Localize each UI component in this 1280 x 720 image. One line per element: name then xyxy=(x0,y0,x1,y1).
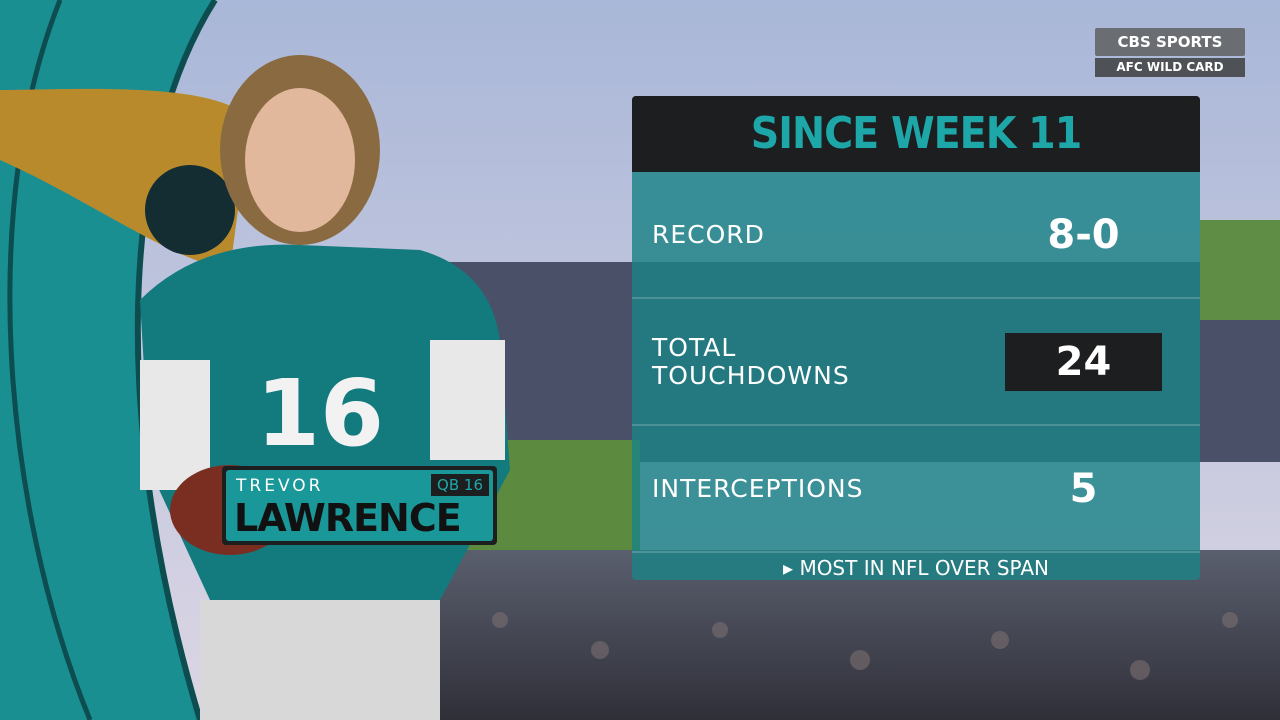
name-plate: TREVOR LAWRENCE QB 16 xyxy=(222,466,497,545)
network-bug: CBS SPORTS AFC WILD CARD xyxy=(1095,28,1245,77)
position-number: QB 16 xyxy=(431,474,489,496)
name-plate-fill: TREVOR LAWRENCE QB 16 xyxy=(226,470,493,541)
first-name: TREVOR xyxy=(236,476,324,496)
stat-label: INTERCEPTIONS xyxy=(652,473,864,503)
stat-label-line: INTERCEPTIONS xyxy=(652,473,864,503)
stat-label: TOTAL TOUCHDOWNS xyxy=(652,332,850,390)
stat-value: 5 xyxy=(1069,465,1098,512)
stat-value: 8-0 xyxy=(1047,211,1120,258)
footnote: ▸ MOST IN NFL OVER SPAN xyxy=(783,556,1049,580)
stat-label-line: TOTAL xyxy=(652,332,737,362)
event-name: AFC WILD CARD xyxy=(1095,58,1245,77)
jersey-number: 16 xyxy=(255,360,385,467)
footnote-text: MOST IN NFL OVER SPAN xyxy=(799,556,1049,580)
network-logo: CBS SPORTS xyxy=(1095,28,1245,56)
stat-label: RECORD xyxy=(652,219,765,249)
last-name: LAWRENCE xyxy=(234,496,462,540)
panel-title: SINCE WEEK 11 xyxy=(632,96,1200,172)
stat-row: RECORD 8-0 xyxy=(632,172,1200,299)
stat-rows: RECORD 8-0 TOTAL TOUCHDOWNS 24 INTERCEPTIONS 5 xyxy=(632,172,1200,553)
stat-row: TOTAL TOUCHDOWNS 24 xyxy=(632,299,1200,426)
stat-label-line: TOUCHDOWNS xyxy=(652,360,850,390)
stats-panel: SINCE WEEK 11 RECORD 8-0 TOTAL TOUCHDOWNS 24… xyxy=(632,96,1200,580)
stat-row: INTERCEPTIONS 5 xyxy=(632,426,1200,553)
stat-label-line: RECORD xyxy=(652,219,765,249)
stat-value: 24 xyxy=(1005,332,1162,391)
